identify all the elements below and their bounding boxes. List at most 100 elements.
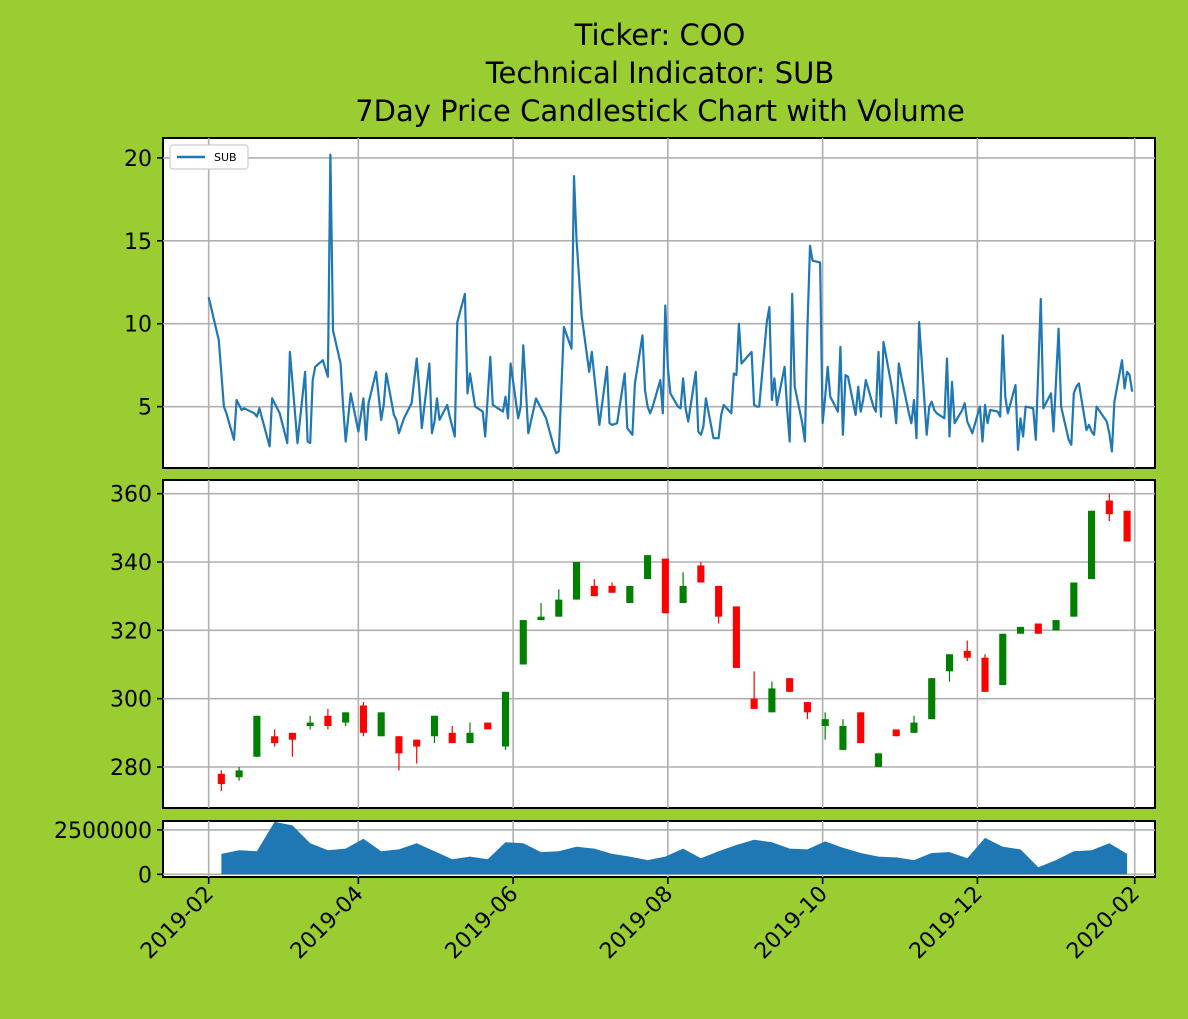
candle-body (1016, 626, 1025, 634)
candle-body (803, 702, 811, 713)
y-tick-label: 10 (124, 313, 152, 338)
x-axis: 2019-02 2019-04 2019-06 2019-08 2019-10 2019-… (136, 877, 1145, 964)
candle-up (945, 654, 954, 682)
candle-down (892, 729, 900, 737)
candle-body (679, 585, 687, 603)
candle-body (981, 657, 989, 692)
candle-body (963, 650, 971, 658)
x-tick-label: 2019-12 (905, 882, 988, 965)
candle-body (697, 565, 705, 583)
candle-up (555, 589, 563, 617)
x-tick-label: 2020-02 (1062, 882, 1145, 965)
candle-body (288, 732, 296, 740)
candle-down (715, 585, 723, 624)
sub-indicator-line (207, 153, 1134, 455)
candle-down (786, 678, 794, 692)
candle-body (821, 719, 829, 726)
candle-up (519, 620, 527, 665)
legend: SUB (169, 144, 249, 170)
candle-body (359, 705, 367, 733)
price-y-axis: 280 300 320 340 360 (110, 483, 163, 781)
y-tick-label: 5 (138, 396, 152, 421)
price-panel-frame (162, 479, 1156, 809)
candle-body (235, 770, 243, 778)
candle-body (874, 753, 883, 767)
candle-body (892, 729, 900, 737)
candle-up (626, 585, 634, 603)
candle-down (1123, 510, 1131, 542)
candle-down (413, 739, 421, 764)
candle-body (413, 739, 421, 747)
price-grid (163, 480, 1155, 808)
candle-up (306, 715, 314, 730)
candle-down (1034, 623, 1042, 634)
y-tick-label: 15 (124, 230, 152, 255)
candles (217, 493, 1131, 791)
candle-up (679, 572, 687, 603)
candle-body (590, 585, 598, 597)
y-tick-label: 20 (124, 147, 152, 172)
x-tick-label: 2019-06 (441, 882, 524, 965)
candle-down (661, 558, 669, 614)
candle-down (448, 726, 456, 744)
candle-down (697, 562, 705, 583)
x-tick-label: 2019-02 (136, 882, 219, 965)
candle-body (377, 712, 385, 737)
candle-body (1070, 582, 1078, 617)
indicator-panel: 5 10 15 20 SUB (124, 137, 1156, 469)
chart-title-line-1: Ticker: COO (574, 18, 746, 52)
candle-body (1123, 510, 1131, 542)
candle-up (1070, 582, 1078, 617)
candle-body (572, 562, 581, 600)
candle-up (1052, 620, 1060, 631)
candle-up (839, 719, 847, 750)
candle-up (874, 753, 883, 767)
y-tick-label: 0 (138, 863, 152, 888)
candle-body (537, 616, 545, 621)
chart-title-line-2: Technical Indicator: SUB (485, 56, 835, 90)
candle-body (1105, 500, 1113, 515)
candle-body (253, 715, 261, 757)
candle-down (324, 708, 332, 730)
x-tick-label: 2019-08 (595, 882, 678, 965)
indicator-y-axis: 5 10 15 20 (124, 147, 163, 421)
candle-down (963, 640, 971, 662)
candle-body (928, 678, 936, 720)
candle-body (1034, 623, 1042, 634)
candle-up (768, 681, 776, 713)
candle-down (484, 722, 492, 730)
y-tick-label: 320 (110, 619, 152, 644)
y-tick-label: 280 (110, 756, 152, 781)
candle-down (981, 654, 989, 692)
y-tick-label: 2500000 (54, 819, 152, 844)
candle-body (768, 688, 776, 713)
candle-down (803, 702, 811, 720)
candle-body (555, 599, 563, 617)
candle-down (590, 579, 598, 597)
candle-down (732, 606, 740, 668)
legend-box (169, 144, 249, 170)
x-tick-label: 2019-10 (750, 882, 833, 965)
candle-body (999, 633, 1007, 685)
price-panel: 280 300 320 340 360 (110, 479, 1156, 809)
y-tick-label: 300 (110, 688, 152, 713)
candle-body (732, 606, 740, 668)
candle-body (1052, 620, 1060, 631)
candle-body (271, 736, 279, 744)
candle-up (910, 715, 918, 733)
candle-down (217, 770, 225, 791)
candle-body (448, 732, 456, 744)
candle-body (750, 698, 758, 709)
legend-label: SUB (214, 151, 237, 164)
y-tick-label: 340 (110, 551, 152, 576)
y-tick-label: 360 (110, 483, 152, 508)
candle-body (324, 715, 332, 726)
candle-up (1088, 510, 1096, 580)
candle-down (608, 582, 616, 593)
candle-up (253, 715, 261, 757)
candle-down (1105, 493, 1113, 521)
candle-up (377, 712, 385, 737)
candle-up (928, 678, 936, 720)
candle-up (572, 562, 581, 600)
